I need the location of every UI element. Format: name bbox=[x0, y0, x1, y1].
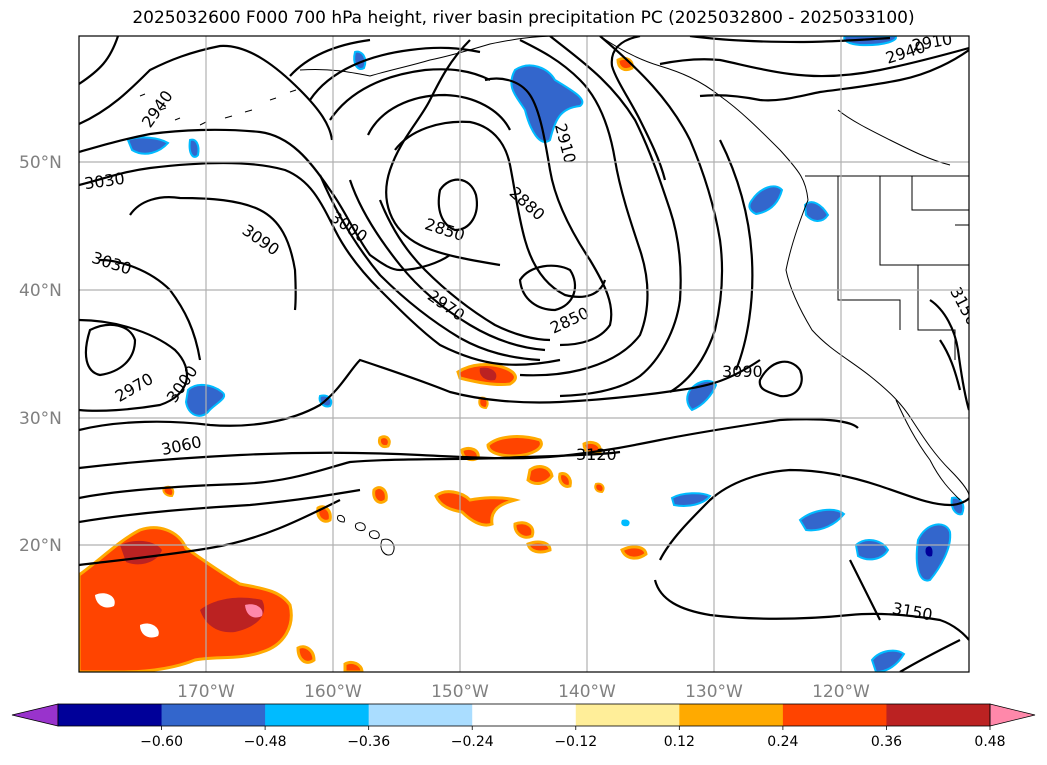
map-panel bbox=[79, 36, 969, 672]
negative-anomaly-shading bbox=[126, 36, 965, 672]
colorbar-bin bbox=[161, 704, 266, 726]
lat-label: 20°N bbox=[19, 536, 62, 556]
lon-label: 170°W bbox=[177, 682, 235, 702]
colorbar-bin bbox=[782, 704, 887, 726]
colorbar-bin bbox=[265, 704, 370, 726]
lon-label: 130°W bbox=[685, 682, 743, 702]
colorbar-tick-label: −0.60 bbox=[140, 734, 183, 750]
colorbar-bin bbox=[368, 704, 473, 726]
colorbar-tick-label: −0.24 bbox=[451, 734, 494, 750]
colorbar-tick-label: 0.12 bbox=[664, 734, 695, 750]
colorbar-bin bbox=[575, 704, 680, 726]
lat-label: 40°N bbox=[19, 281, 62, 301]
latitude-labels: 50°N 40°N 30°N 20°N bbox=[19, 153, 62, 556]
colorbar-bin bbox=[679, 704, 784, 726]
colorbar-tick-label: 0.24 bbox=[767, 734, 798, 750]
colorbar-bin bbox=[886, 704, 991, 726]
contour-label: 3150 bbox=[970, 352, 1001, 397]
colorbar-tick-label: 0.48 bbox=[974, 734, 1005, 750]
contour-label: 3090 bbox=[722, 362, 763, 381]
map-title: 2025032600 F000 700 hPa height, river ba… bbox=[132, 8, 915, 28]
aleutian-islands bbox=[139, 89, 297, 126]
lat-label: 30°N bbox=[19, 409, 62, 429]
colorbar-outline bbox=[57, 703, 991, 727]
colorbar-tick-label: 0.36 bbox=[871, 734, 902, 750]
lon-label: 150°W bbox=[431, 682, 489, 702]
colorbar: −0.60 −0.48 −0.36 −0.24 −0.12 0.12 0.24 0.36 0.4… bbox=[11, 703, 1036, 750]
lat-label: 50°N bbox=[19, 153, 62, 173]
lon-label: 120°W bbox=[812, 682, 870, 702]
graticule bbox=[79, 36, 969, 672]
hawaii-islands bbox=[337, 515, 395, 556]
lon-label: 140°W bbox=[558, 682, 616, 702]
height-contours bbox=[79, 36, 969, 672]
colorbar-extend-low bbox=[11, 703, 59, 727]
colorbar-bin bbox=[58, 704, 163, 726]
lon-label: 160°W bbox=[304, 682, 362, 702]
colorbar-bin bbox=[472, 704, 577, 726]
colorbar-tick-label: −0.12 bbox=[554, 734, 597, 750]
longitude-labels: 170°W 160°W 150°W 140°W 130°W 120°W bbox=[177, 682, 870, 702]
colorbar-extend-high bbox=[989, 703, 1036, 727]
colorbar-tick-label: −0.36 bbox=[347, 734, 390, 750]
colorbar-tick-label: −0.48 bbox=[244, 734, 287, 750]
map-frame bbox=[78, 35, 970, 673]
contour-label: 3120 bbox=[576, 445, 617, 464]
coastlines bbox=[299, 36, 969, 501]
